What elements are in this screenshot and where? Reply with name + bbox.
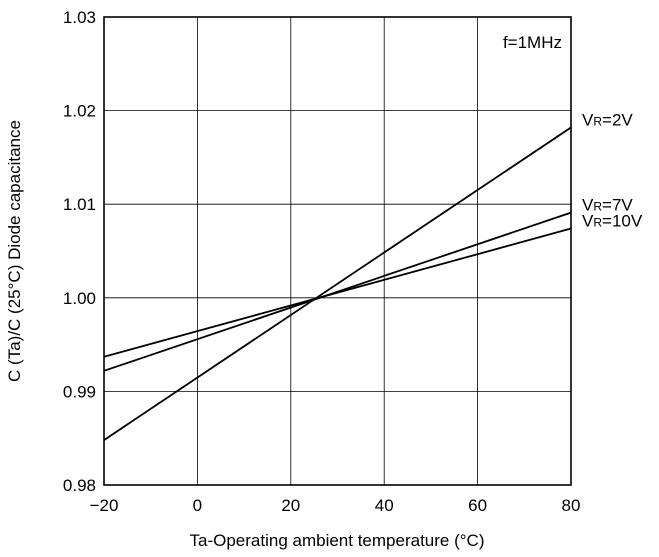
x-tick-label: 40 bbox=[375, 496, 394, 515]
x-axis-label: Ta-Operating ambient temperature (°C) bbox=[190, 531, 485, 550]
plot-area-frame bbox=[103, 16, 572, 486]
y-tick-label: 0.99 bbox=[63, 382, 96, 401]
x-tick-label: 80 bbox=[562, 496, 581, 515]
series-label: VR=2V bbox=[582, 110, 633, 129]
y-tick-labels: 0.98 0.99 1.00 1.01 1.02 1.03 bbox=[63, 8, 96, 495]
y-axis-label: C (Ta)/C (25°C) Diode capacitance bbox=[5, 120, 24, 382]
series-line bbox=[103, 211, 572, 372]
y-tick-label: 1.02 bbox=[63, 102, 96, 121]
frequency-annotation: f=1MHz bbox=[503, 33, 562, 52]
series-label: VR=10V bbox=[582, 212, 643, 231]
grid bbox=[104, 17, 571, 485]
x-tick-labels: −20 0 20 40 60 80 bbox=[90, 496, 581, 515]
x-tick-label: 60 bbox=[468, 496, 487, 515]
x-tick-label: −20 bbox=[90, 496, 119, 515]
series-line bbox=[103, 227, 572, 358]
series-group bbox=[103, 126, 572, 441]
y-tick-label: 0.98 bbox=[63, 476, 96, 495]
series-line bbox=[103, 126, 572, 441]
y-tick-label: 1.01 bbox=[63, 195, 96, 214]
x-tick-label: 20 bbox=[281, 496, 300, 515]
y-tick-label: 1.03 bbox=[63, 8, 96, 27]
y-tick-label: 1.00 bbox=[63, 289, 96, 308]
x-tick-label: 0 bbox=[193, 496, 202, 515]
series-label: VR=7V bbox=[582, 196, 633, 215]
